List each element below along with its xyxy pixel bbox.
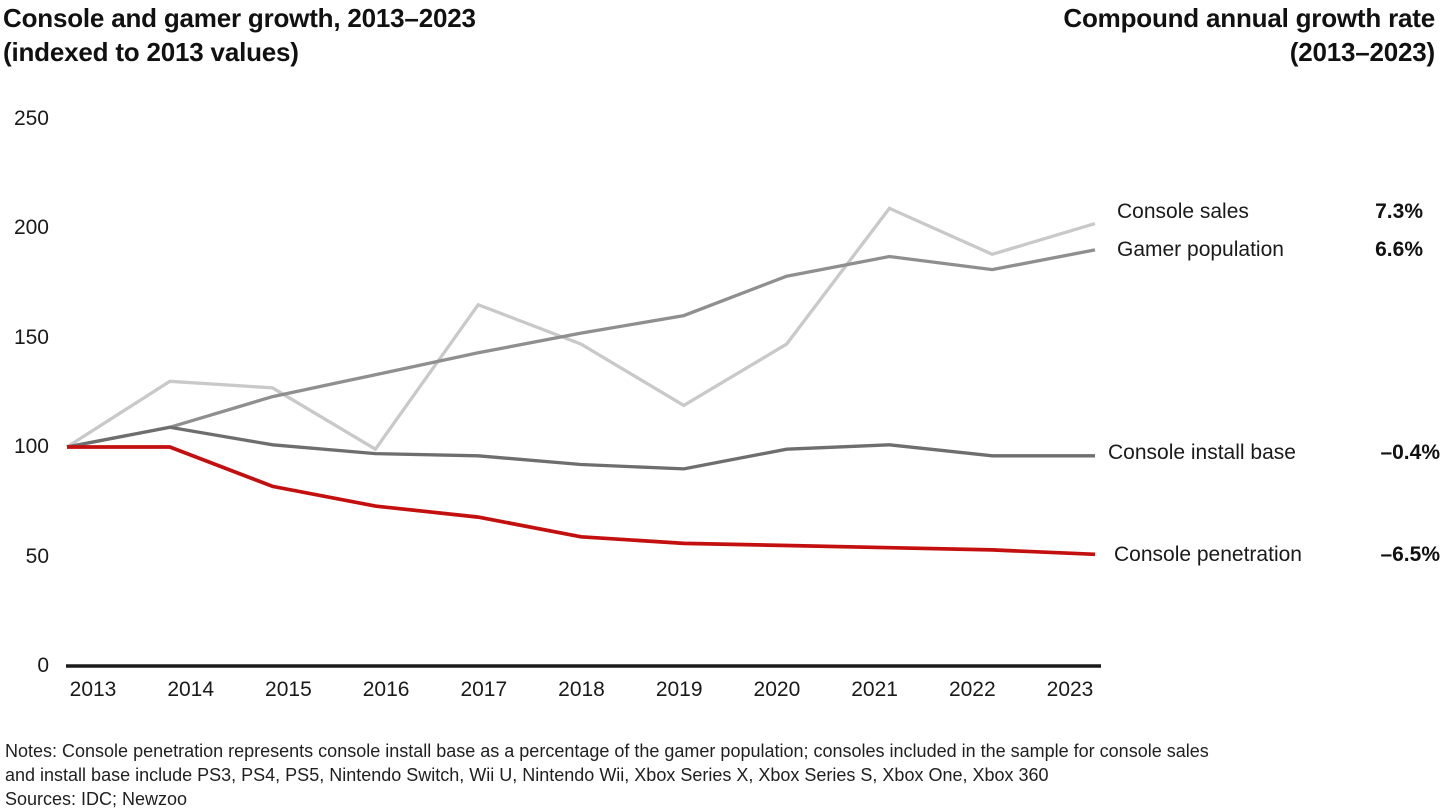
x-tick-label-2022: 2022 [948, 678, 996, 701]
legend-value-console-install-base-cagr: –0.4% [1380, 441, 1440, 464]
legend-label-console-install-base: Console install base [1108, 441, 1296, 464]
chart-title-line1: Console and gamer growth, 2013–2023 [3, 3, 476, 33]
legend-label-console-penetration: Console penetration [1114, 543, 1302, 566]
series-line-console-install-base [66, 425, 1095, 471]
x-tick-label-2023: 2023 [1046, 678, 1094, 701]
x-tick-label-2013: 2013 [69, 678, 117, 701]
legend-row-console-sales: Console sales 7.3% [1117, 199, 1423, 225]
series-line-console-penetration [67, 445, 1096, 557]
y-tick-label-50: 50 [25, 544, 49, 568]
series-line-console-sales [66, 206, 1096, 452]
legend-row-gamer-population: Gamer population 6.6% [1117, 237, 1423, 263]
legend-value-gamer-population-cagr: 6.6% [1375, 238, 1423, 261]
footnotes: Notes: Console penetration represents co… [5, 739, 1209, 810]
chart-title: Console and gamer growth, 2013–2023 (ind… [3, 1, 476, 69]
x-tick-label-2019: 2019 [655, 678, 703, 701]
legend-value-console-penetration-cagr: –6.5% [1380, 543, 1440, 566]
cagr-header-line2: (2013–2023) [1289, 37, 1435, 67]
x-tick-label-2014: 2014 [167, 678, 215, 701]
cagr-column-header: Compound annual growth rate (2013–2023) [1063, 1, 1435, 69]
legend-label-console-sales: Console sales [1117, 200, 1249, 223]
x-tick-label-2020: 2020 [753, 678, 801, 701]
x-tick-label-2015: 2015 [265, 678, 312, 701]
y-tick-label-250: 250 [13, 106, 49, 130]
x-tick-label-2021: 2021 [851, 678, 898, 701]
sources-line: Sources: IDC; Newzoo [5, 789, 188, 809]
y-tick-label-150: 150 [13, 325, 49, 349]
notes-line1: Notes: Console penetration represents co… [5, 741, 1209, 761]
legend-label-gamer-population: Gamer population [1117, 238, 1284, 261]
x-tick-label-2017: 2017 [460, 678, 508, 701]
chart-title-line2: (indexed to 2013 values) [3, 37, 299, 67]
x-tick-label-2018: 2018 [558, 678, 605, 701]
y-tick-label-0: 0 [37, 654, 49, 677]
y-tick-label-100: 100 [13, 435, 49, 458]
series-line-gamer-population [66, 248, 1096, 449]
y-tick-label-200: 200 [13, 216, 49, 239]
legend-row-console-install-base: Console install base –0.4% [1108, 440, 1440, 466]
legend-value-console-sales-cagr: 7.3% [1375, 200, 1423, 223]
cagr-header-line1: Compound annual growth rate [1063, 3, 1435, 33]
legend-row-console-penetration: Console penetration –6.5% [1114, 542, 1440, 568]
notes-line2: and install base include PS3, PS4, PS5, … [5, 765, 1049, 785]
x-tick-label-2016: 2016 [362, 678, 410, 701]
